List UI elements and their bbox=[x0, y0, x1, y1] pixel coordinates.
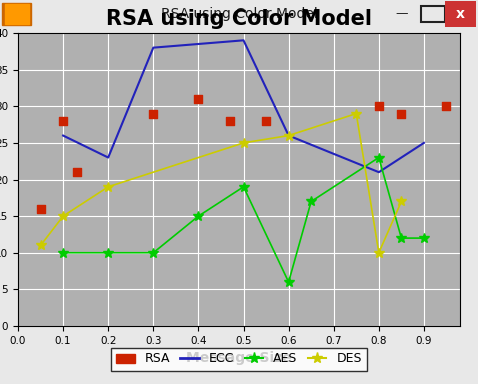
Bar bbox=[2, 3, 31, 25]
X-axis label: Message Size: Message Size bbox=[186, 351, 292, 365]
Point bbox=[262, 118, 270, 124]
Point bbox=[375, 103, 383, 109]
Point bbox=[443, 103, 450, 109]
Text: x: x bbox=[456, 7, 465, 21]
Point bbox=[73, 169, 80, 175]
Bar bbox=[5, 4, 29, 24]
Point bbox=[226, 118, 234, 124]
FancyBboxPatch shape bbox=[445, 2, 476, 26]
Point bbox=[59, 118, 67, 124]
Title: RSA using Color Model: RSA using Color Model bbox=[106, 9, 372, 29]
Point bbox=[195, 96, 202, 102]
Point bbox=[37, 206, 44, 212]
Text: —: — bbox=[395, 8, 408, 20]
Point bbox=[150, 111, 157, 117]
Text: RSA using Color Model: RSA using Color Model bbox=[161, 7, 317, 21]
Bar bbox=[421, 6, 445, 22]
Point bbox=[398, 111, 405, 117]
Legend: RSA, ECC, AES, DES: RSA, ECC, AES, DES bbox=[111, 348, 367, 371]
